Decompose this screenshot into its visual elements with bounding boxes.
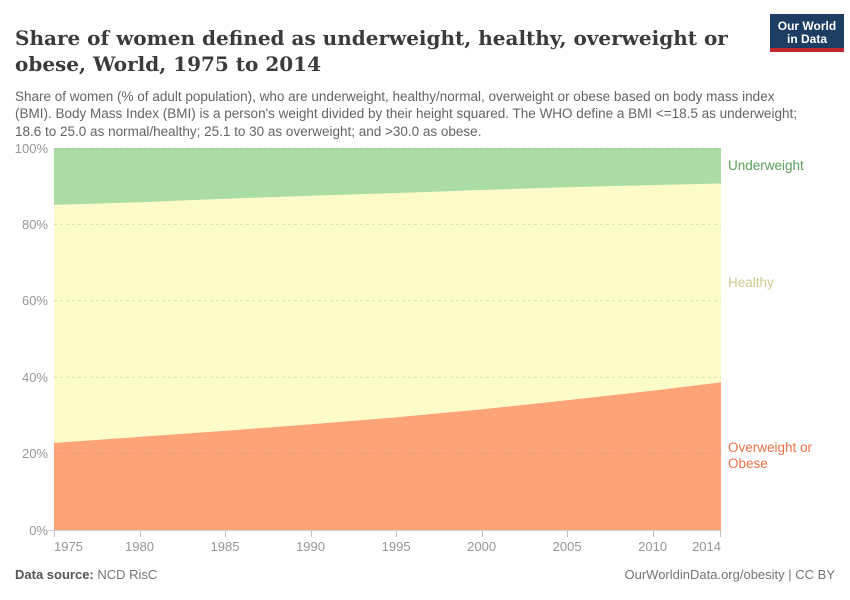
- x-tick-label-1990: 1990: [296, 539, 325, 554]
- x-tick-2014: [720, 531, 721, 537]
- x-tick-2005: [567, 531, 569, 537]
- series-label-healthy: Healthy: [728, 274, 774, 290]
- x-tick-1990: [310, 531, 312, 537]
- x-tick-1980: [139, 531, 141, 537]
- y-tick-label-100: 100%: [14, 140, 48, 156]
- x-axis: 1975 1980 1985 1990 1995 2000 2005 2010 2014: [54, 530, 721, 560]
- stacked-area-svg: [54, 148, 721, 530]
- chart-subtitle: Share of women (% of adult population), …: [15, 88, 797, 139]
- y-tick-label-80: 80%: [21, 216, 48, 232]
- y-tick-label-0: 0%: [29, 522, 48, 538]
- series-label-underweight: Underweight: [728, 157, 804, 173]
- x-tick-1985: [225, 531, 226, 537]
- x-tick-2000: [481, 531, 483, 537]
- area-underweight: [54, 148, 721, 205]
- x-tick-label-1985: 1985: [210, 539, 240, 554]
- x-tick-label-1995: 1995: [381, 539, 411, 554]
- x-tick-label-2005: 2005: [552, 539, 582, 554]
- x-tick-label-1980: 1980: [125, 539, 154, 554]
- data-source-value: NCD RisC: [93, 567, 158, 582]
- area-healthy: [54, 183, 721, 443]
- data-source: Data source: NCD RisC: [15, 567, 157, 582]
- y-axis: 0% 20% 40% 60% 80% 100%: [0, 141, 48, 538]
- owid-logo-text-line2: in Data: [786, 32, 827, 46]
- owid-logo-red-bar: [770, 48, 844, 52]
- chart-title: Share of women defined as underweight, h…: [15, 26, 728, 77]
- chart-footer: Data source: NCD RisC OurWorldinData.org…: [15, 567, 835, 582]
- data-source-label: Data source:: [15, 567, 94, 582]
- y-tick-label-20: 20%: [21, 446, 48, 462]
- x-tick-label-2010: 2010: [638, 539, 668, 554]
- area-overweight-or-obese: [54, 382, 721, 530]
- x-tick-1975: [54, 531, 55, 537]
- owid-logo: Our World in Data: [770, 14, 844, 52]
- footer-license: OurWorldinData.org/obesity | CC BY: [624, 567, 836, 582]
- x-axis-line: [48, 530, 722, 531]
- series-label-overweight-or-obese: Overweight or Obese: [728, 440, 813, 472]
- plot-area: [54, 148, 721, 530]
- x-tick-label-1975: 1975: [54, 539, 83, 554]
- y-tick-label-60: 60%: [21, 293, 48, 309]
- x-tick-label-2014: 2014: [692, 539, 721, 554]
- x-tick-1995: [396, 531, 398, 537]
- x-tick-2010: [652, 531, 654, 537]
- y-tick-label-40: 40%: [21, 369, 48, 385]
- x-tick-label-2000: 2000: [467, 539, 497, 554]
- owid-logo-text-line1: Our World: [777, 19, 837, 33]
